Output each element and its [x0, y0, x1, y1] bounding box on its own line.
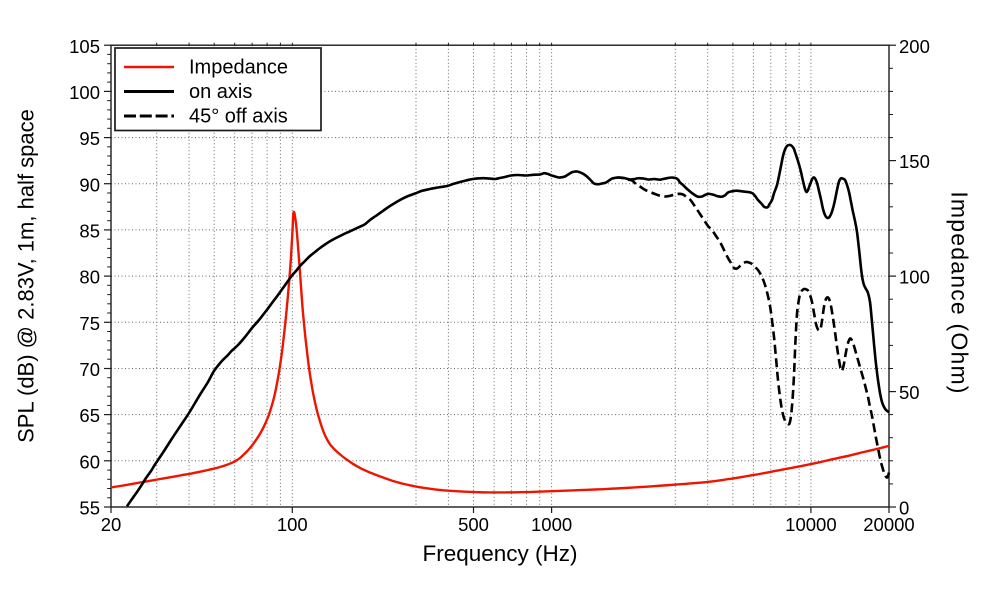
svg-text:75: 75	[79, 313, 100, 334]
svg-text:85: 85	[79, 221, 100, 242]
svg-text:SPL (dB) @ 2.83V, 1m, half spa: SPL (dB) @ 2.83V, 1m, half space	[13, 109, 38, 443]
svg-text:Frequency (Hz): Frequency (Hz)	[422, 541, 577, 566]
svg-text:100: 100	[277, 514, 308, 535]
svg-text:100: 100	[899, 267, 930, 288]
svg-text:1000: 1000	[531, 514, 572, 535]
svg-text:150: 150	[899, 151, 930, 172]
svg-text:Impedance: Impedance	[189, 57, 288, 79]
svg-text:45° off axis: 45° off axis	[189, 106, 288, 128]
svg-text:90: 90	[79, 174, 100, 195]
svg-text:20000: 20000	[863, 514, 914, 535]
svg-text:on axis: on axis	[189, 81, 252, 103]
svg-text:10000: 10000	[785, 514, 836, 535]
svg-text:Impedance (Ohm): Impedance (Ohm)	[946, 191, 972, 394]
svg-text:200: 200	[899, 36, 930, 57]
svg-text:100: 100	[69, 82, 100, 103]
svg-text:65: 65	[79, 405, 100, 426]
svg-text:95: 95	[79, 128, 100, 149]
svg-text:70: 70	[79, 359, 100, 380]
svg-text:0: 0	[899, 498, 909, 519]
svg-text:60: 60	[79, 451, 100, 472]
svg-text:20: 20	[101, 514, 122, 535]
svg-text:80: 80	[79, 267, 100, 288]
svg-text:500: 500	[458, 514, 489, 535]
svg-text:55: 55	[79, 498, 100, 519]
svg-text:50: 50	[899, 382, 920, 403]
svg-text:105: 105	[69, 36, 100, 57]
